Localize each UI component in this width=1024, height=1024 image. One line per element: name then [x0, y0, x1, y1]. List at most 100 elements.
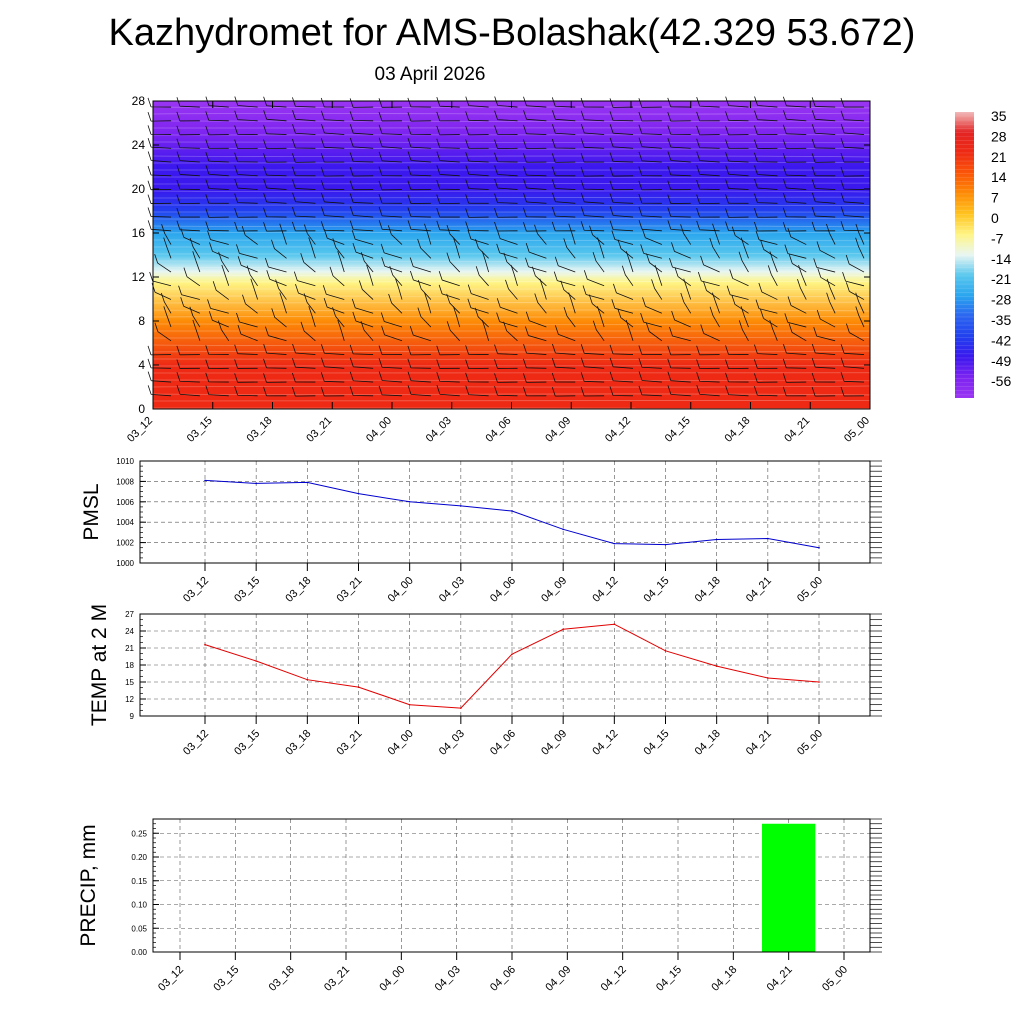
wind-barb: [754, 165, 778, 177]
y-axis-label: PRECIP, mm: [77, 824, 100, 946]
wind-barb: [580, 386, 605, 397]
wind-barb: [784, 313, 807, 328]
wind-barb: [767, 265, 778, 286]
wind-barb: [234, 110, 258, 122]
wind-barb: [279, 292, 287, 314]
wind-barb: [845, 282, 865, 300]
wind-barb: [183, 267, 201, 287]
wind-barb: [221, 264, 230, 286]
wind-barb: [263, 207, 287, 218]
wind-barb: [176, 97, 200, 108]
wind-barb: [320, 372, 345, 383]
wind-barb: [551, 206, 576, 218]
wind-barb: [465, 372, 489, 383]
colorbar-label: -42: [991, 332, 1011, 348]
wind-barb: [407, 194, 431, 204]
wind-barb: [250, 278, 259, 300]
wind-barb: [475, 266, 489, 287]
wind-barb: [811, 206, 836, 218]
wind-barb: [788, 323, 807, 342]
wind-barb: [436, 165, 460, 177]
wind-barb: [407, 165, 431, 177]
wind-barb: [320, 166, 345, 177]
wind-barb: [465, 139, 489, 149]
wind-barb: [609, 386, 634, 397]
wind-barb: [205, 208, 229, 218]
wind-barb: [417, 307, 432, 328]
x-tick-label: 03_15: [185, 415, 215, 445]
x-tick-label: 03_21: [335, 575, 365, 605]
wind-barb: [840, 357, 865, 369]
wind-barb: [580, 179, 605, 190]
wind-barb: [725, 208, 749, 218]
colorbar-label: 0: [991, 210, 999, 226]
wind-barb: [332, 307, 345, 328]
wind-barb: [465, 345, 489, 355]
wind-barb: [551, 97, 576, 108]
wind-barb: [234, 208, 258, 218]
wind-barb: [436, 151, 460, 163]
y-tick-label: 27: [125, 610, 134, 619]
wind-barb: [669, 326, 691, 342]
wind-barb: [407, 125, 431, 135]
y-tick-label: 1010: [116, 457, 134, 466]
wind-barb: [205, 179, 229, 190]
wind-barb: [436, 345, 460, 356]
wind-barb: [613, 283, 634, 300]
wind-barb: [840, 372, 865, 383]
wind-barb: [840, 138, 865, 149]
wind-barb: [349, 357, 374, 369]
data-point: [306, 678, 309, 681]
wind-barb: [205, 194, 229, 204]
x-tick-label: 04_06: [488, 575, 518, 605]
isotherm-line: [152, 190, 871, 193]
wind-barb: [352, 311, 374, 328]
y-tick-label: 15: [125, 678, 134, 687]
wind-barb: [640, 244, 662, 259]
cross-section-panel: 0 4 8 12 16 20 24 28 03_12 03_15 03_18 03_21 04_00 04…: [125, 94, 872, 445]
x-tick-label: 04_00: [377, 964, 407, 994]
wind-barb: [725, 125, 749, 136]
wind-barb: [380, 312, 403, 328]
colorbar-label: -14: [991, 251, 1011, 267]
wind-barb: [176, 151, 200, 163]
wind-barb: [494, 165, 518, 177]
wind-barb: [534, 293, 547, 314]
y-tick-label: 20: [132, 182, 146, 196]
wind-barb: [671, 310, 691, 328]
wind-barb: [697, 271, 720, 287]
y-tick-label: 0: [138, 402, 145, 416]
wind-barb: [846, 323, 865, 342]
wind-barb: [409, 325, 431, 342]
wind-barb: [740, 237, 749, 259]
wind-barb: [811, 221, 836, 232]
wind-barb: [845, 254, 865, 273]
wind-barb: [293, 271, 316, 287]
wind-barb: [811, 179, 836, 190]
wind-barb: [696, 220, 720, 232]
colorbar-strip: [955, 112, 974, 398]
wind-barb: [178, 285, 200, 300]
wind-barb: [667, 165, 691, 177]
wind-barb: [696, 97, 720, 108]
wind-barb: [147, 358, 172, 369]
wind-barb: [263, 344, 287, 355]
wind-barb: [494, 359, 518, 369]
x-tick-label: 03_18: [283, 728, 313, 758]
wind-barb: [638, 358, 662, 369]
wind-barb: [263, 222, 287, 232]
wind-barb: [580, 192, 605, 204]
data-point: [460, 505, 462, 507]
x-tick-label: 04_21: [782, 415, 812, 445]
wind-barb: [264, 257, 287, 273]
wind-barb: [725, 385, 749, 397]
y-tick-label: 1000: [116, 559, 134, 568]
data-point: [460, 707, 462, 709]
wind-barb: [494, 193, 518, 204]
wind-barb: [192, 251, 201, 273]
wind-barb: [147, 207, 172, 218]
wind-barb: [811, 97, 836, 108]
isotherm-line: [152, 385, 871, 388]
data-point: [715, 665, 718, 667]
x-tick-label: 04_18: [693, 575, 723, 605]
